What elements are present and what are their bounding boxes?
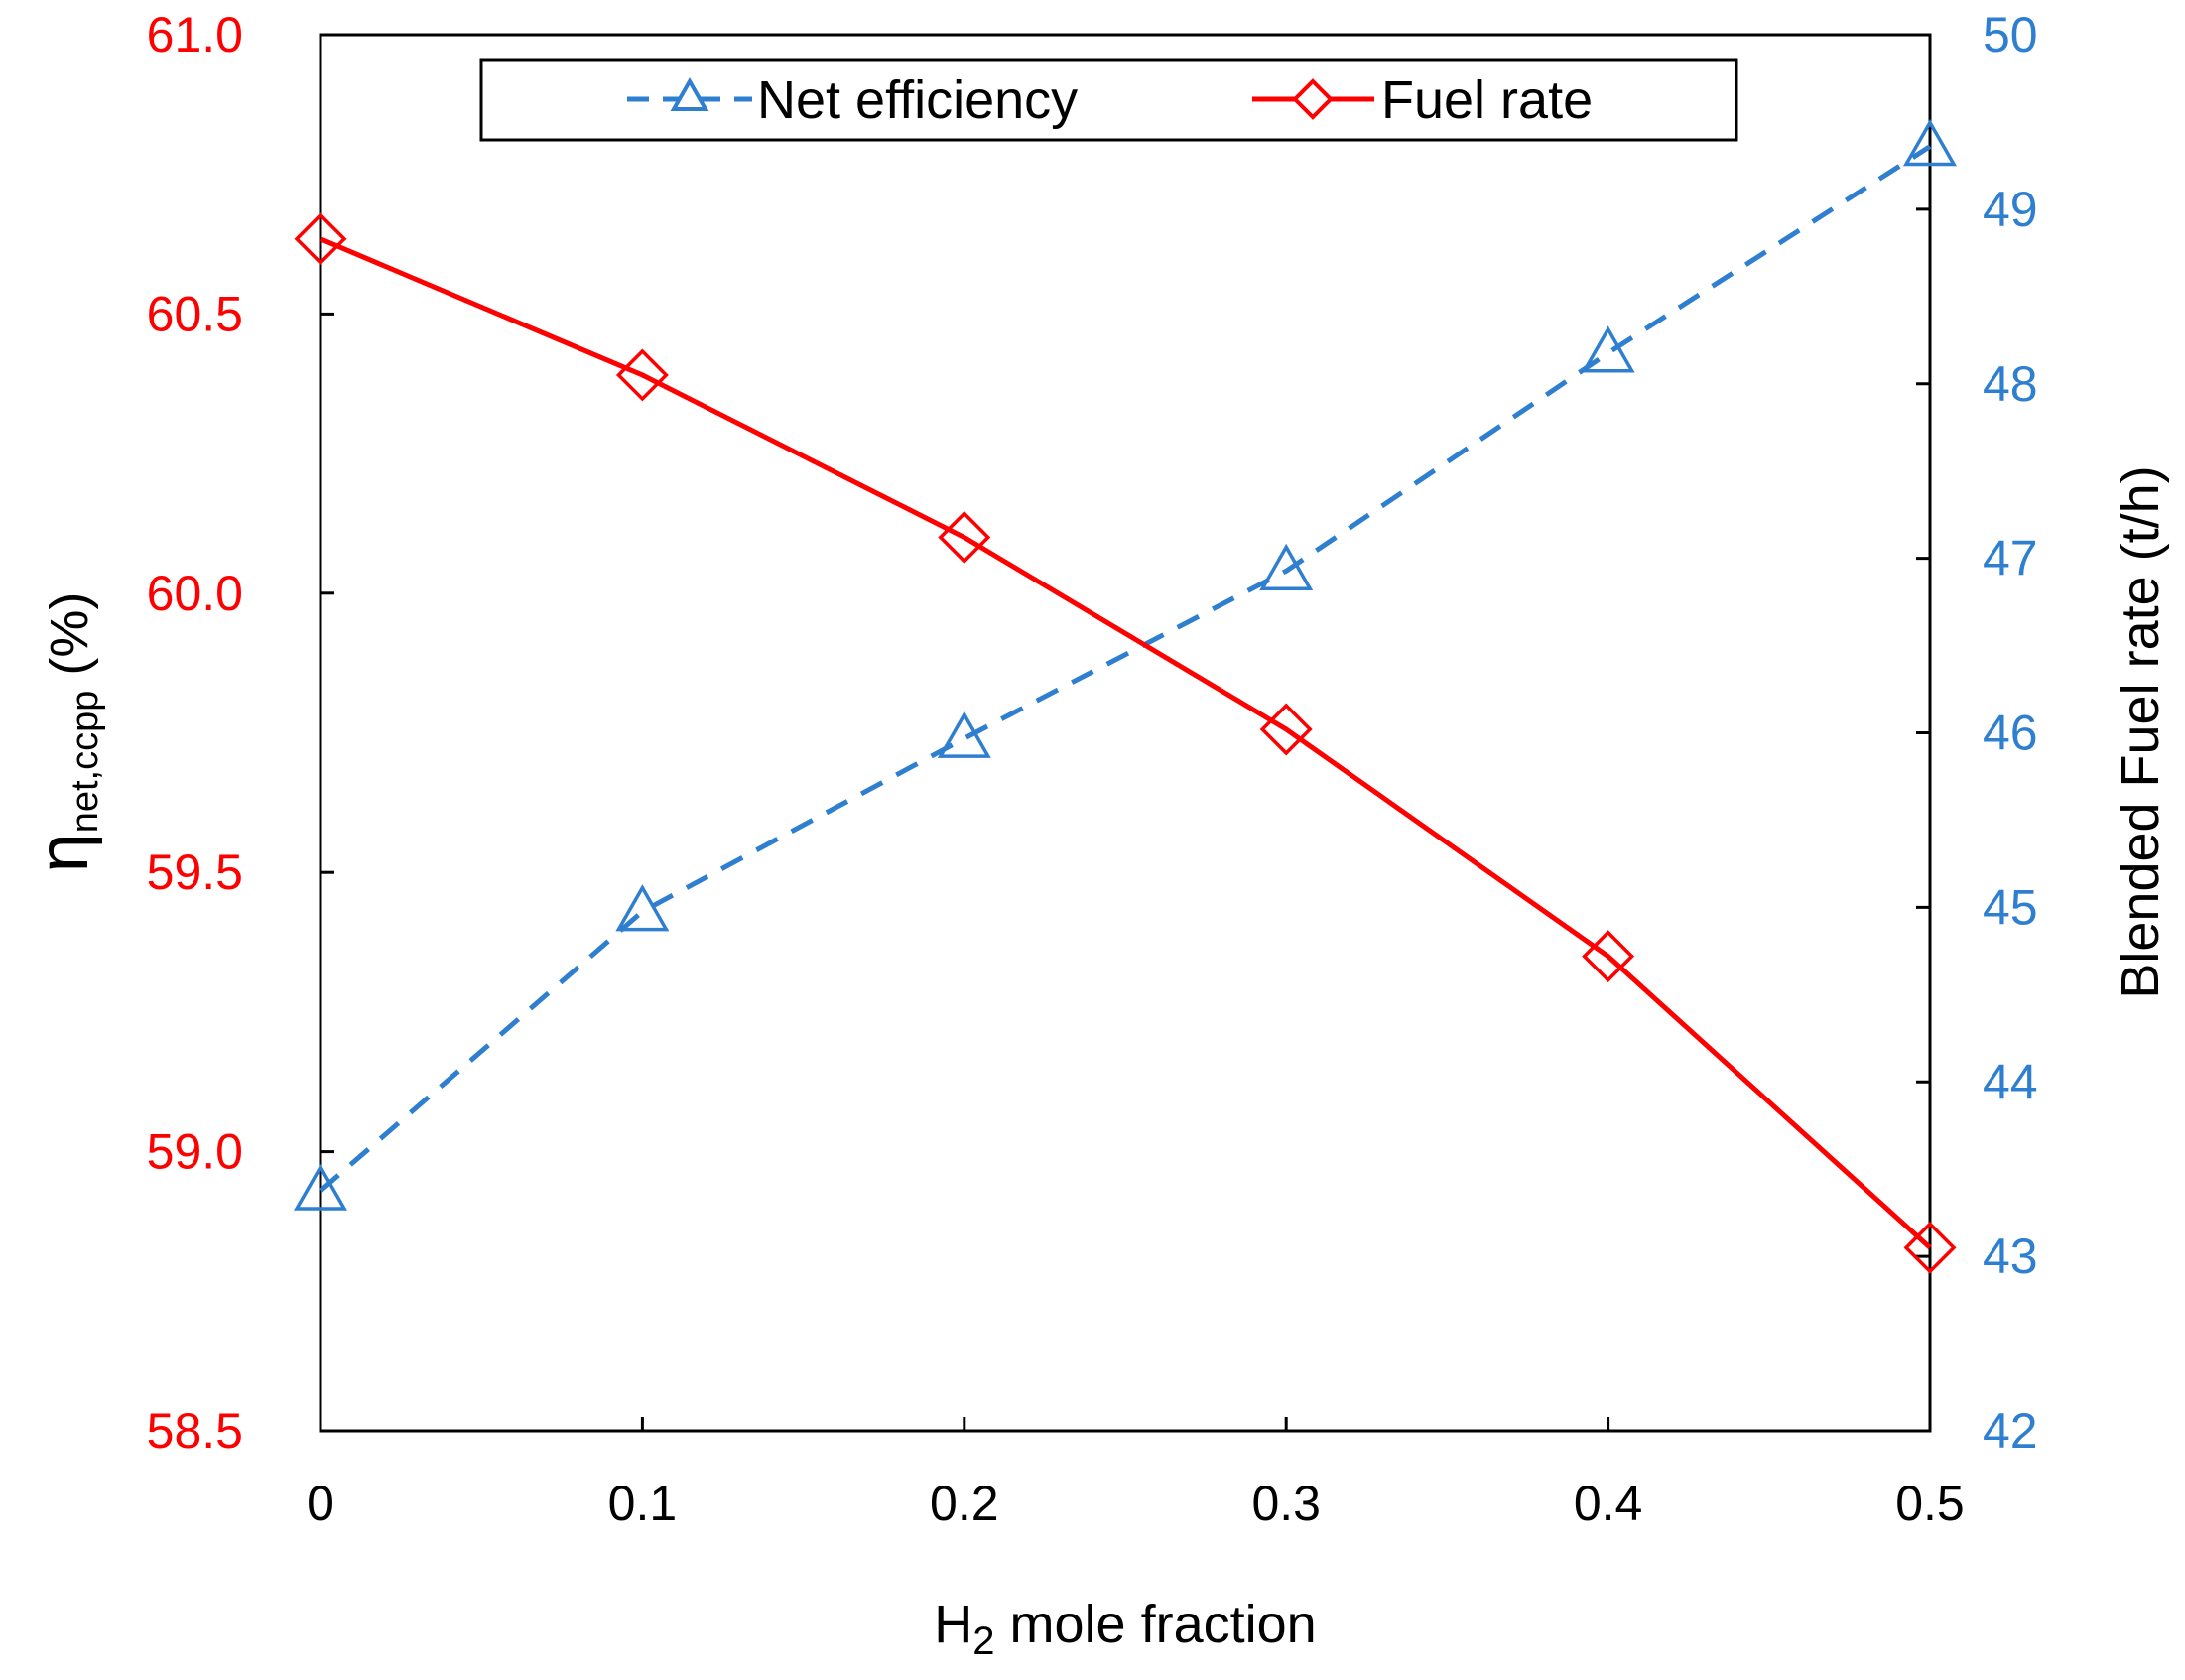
- right-tick-label: 50: [1983, 7, 2038, 63]
- left-tick-label: 61.0: [147, 7, 243, 63]
- x-tick-label: 0.3: [1251, 1476, 1321, 1531]
- right-axis-label: Blended Fuel rate (t/h): [2111, 465, 2170, 998]
- net-efficiency-series-line: [319, 144, 1932, 1193]
- fuel-rate-data-point: [1903, 1221, 1957, 1274]
- x-tick-label: 0.4: [1574, 1476, 1643, 1531]
- left-axis-ticks: 58.5 59.0 59.5 60.0 60.5 61.0: [147, 7, 334, 1459]
- series-layer: [293, 119, 1958, 1274]
- right-tick-label: 49: [1983, 182, 2038, 237]
- fuel-rate-data-point: [615, 348, 669, 402]
- left-tick-label: 59.0: [147, 1124, 243, 1180]
- fuel-rate-data-point: [1259, 703, 1313, 756]
- net-efficiency-data-point: [1581, 325, 1635, 373]
- x-axis-label-main: H: [934, 1595, 972, 1654]
- x-axis-label: H2 mole fraction: [934, 1595, 1316, 1663]
- x-tick-label: 0.2: [930, 1476, 999, 1531]
- x-tick-label: 0.1: [608, 1476, 678, 1531]
- legend-net-efficiency-marker: [670, 76, 709, 111]
- left-axis-label-rest: (%): [40, 592, 99, 691]
- fuel-rate-data-point: [1582, 930, 1635, 983]
- right-tick-label: 44: [1983, 1054, 2038, 1109]
- fuel-rate-data-point: [938, 511, 991, 564]
- left-axis-label: ηnet,ccpp (%): [24, 592, 106, 873]
- right-tick-label: 47: [1983, 531, 2038, 586]
- left-tick-label: 60.5: [147, 286, 243, 341]
- left-axis-label-subscript: net,ccpp: [64, 691, 106, 834]
- fuel-rate-series-line: [320, 236, 1932, 1250]
- legend-fuel-rate-marker: [1292, 78, 1334, 120]
- legend-fuel-rate-label: Fuel rate: [1381, 70, 1593, 130]
- x-tick-label: 0.5: [1895, 1476, 1965, 1531]
- right-tick-label: 43: [1983, 1228, 2038, 1284]
- legend: Net efficiency Fuel rate: [479, 58, 1738, 142]
- fuel-rate-data-point: [294, 212, 347, 266]
- net-efficiency-data-point: [1259, 543, 1314, 591]
- right-tick-label: 45: [1983, 879, 2038, 935]
- right-tick-label: 46: [1983, 706, 2038, 761]
- left-axis-label-symbol: η: [24, 833, 103, 872]
- right-tick-label: 42: [1983, 1403, 2038, 1459]
- net-efficiency-data-point: [293, 1163, 348, 1211]
- x-axis-label-rest: mole fraction: [995, 1595, 1317, 1654]
- left-tick-label: 60.0: [147, 566, 243, 621]
- legend-net-efficiency-label: Net efficiency: [757, 70, 1078, 130]
- net-efficiency-data-point: [937, 711, 991, 758]
- left-tick-label: 59.5: [147, 844, 243, 900]
- left-tick-label: 58.5: [147, 1403, 243, 1459]
- right-tick-label: 48: [1983, 356, 2038, 412]
- x-tick-label: 0: [307, 1476, 334, 1531]
- net-efficiency-data-point: [1902, 119, 1958, 167]
- net-efficiency-data-point: [615, 884, 670, 932]
- x-axis-label-subscript: 2: [972, 1619, 994, 1663]
- x-axis-ticks: 0 0.1 0.2 0.3 0.4 0.5: [307, 1417, 1965, 1531]
- right-axis-ticks: 42 43 44 45 46 47 48 49 50: [1916, 7, 2038, 1459]
